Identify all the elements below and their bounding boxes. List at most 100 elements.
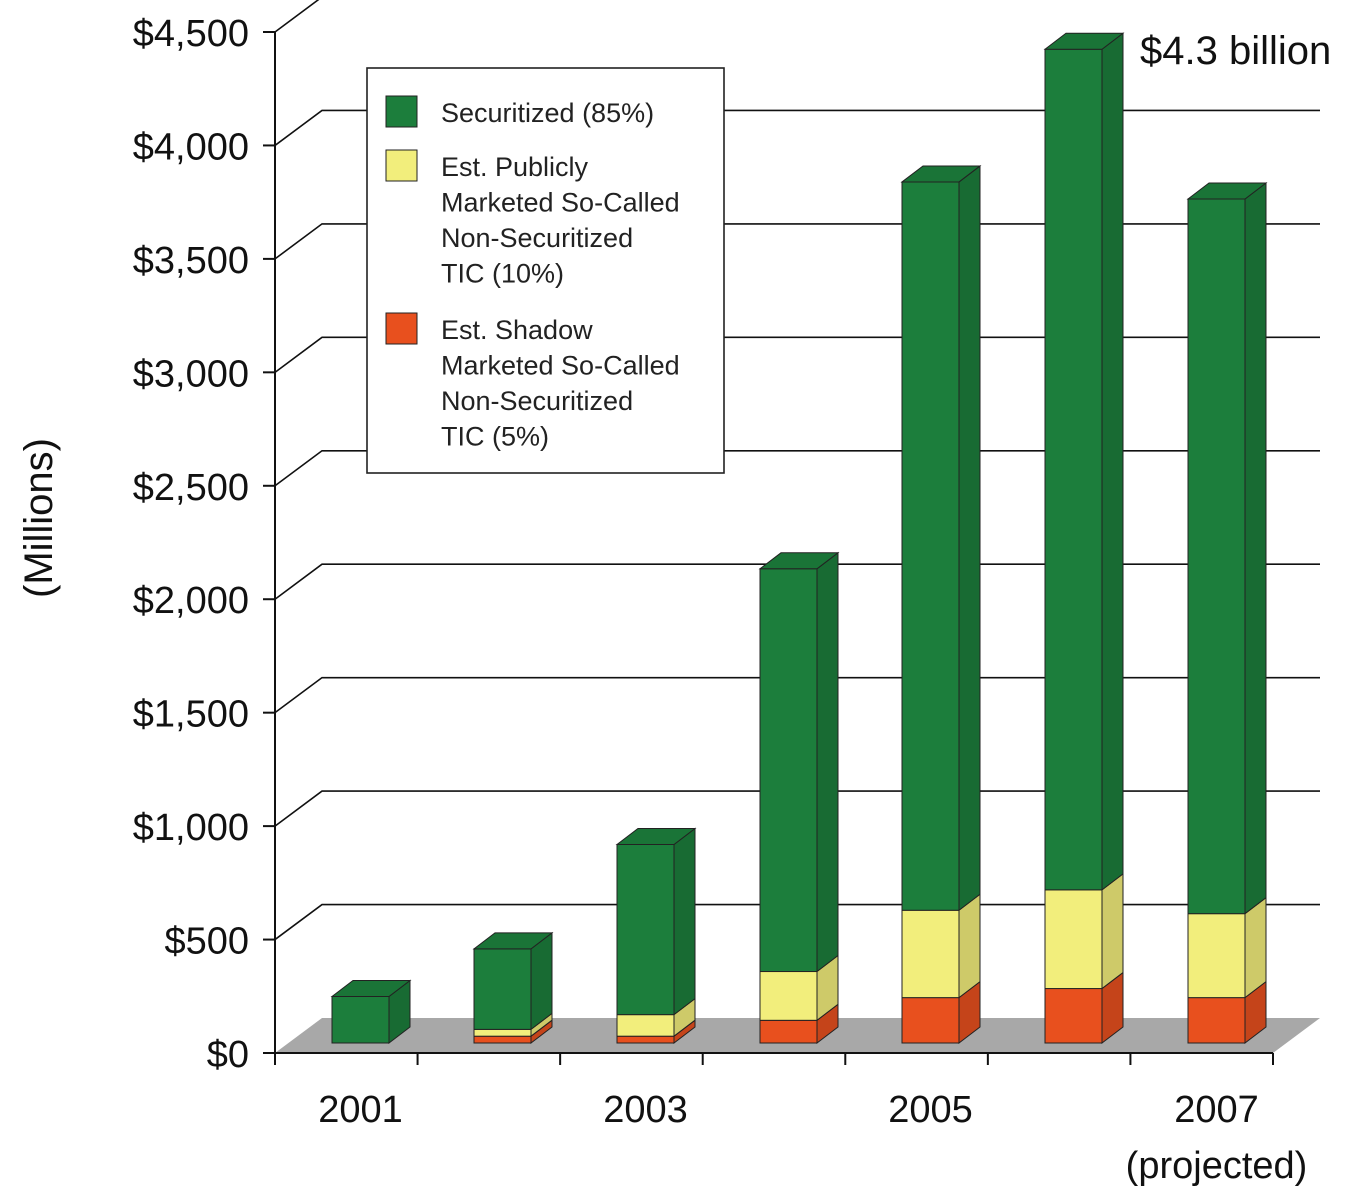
y-tick-label: $4,000 <box>133 126 249 168</box>
bar-side <box>673 827 696 1016</box>
bar-face <box>759 1019 818 1044</box>
bar-2007 <box>1186 181 1268 1045</box>
legend-swatch <box>385 312 418 345</box>
bar-segment <box>901 893 981 999</box>
bar-segment <box>1187 896 1267 999</box>
y-tick-label: $3,500 <box>133 240 249 282</box>
bar-top <box>615 827 697 845</box>
legend-label: Non-Securitized <box>441 223 633 253</box>
bar-segment <box>759 551 839 973</box>
gridline <box>274 223 1320 260</box>
legend-box <box>366 67 725 474</box>
bar-face <box>901 909 960 999</box>
legend-label: Est. Publicly <box>441 152 589 182</box>
legend-entry: Securitized (85%) <box>385 95 654 128</box>
bar-2005 <box>900 164 982 1045</box>
bar-face <box>473 948 532 1030</box>
gridlines <box>274 0 1320 941</box>
bar-2004 <box>758 551 840 1045</box>
bar-face <box>901 181 960 911</box>
gridline <box>274 563 1320 600</box>
gridline <box>274 903 1320 941</box>
bar-segment <box>1044 872 1124 990</box>
legend-label: Marketed So-Called <box>441 351 680 381</box>
y-tick-label: $1,500 <box>133 694 249 736</box>
y-tick-label: $3,000 <box>133 353 249 395</box>
legend-label: Securitized (85%) <box>441 98 654 128</box>
bar-side <box>958 893 981 999</box>
x-tick-label: 2001 <box>318 1089 403 1131</box>
bar-segment <box>901 164 981 912</box>
bar-side <box>958 164 981 912</box>
bar-2002 <box>472 931 554 1045</box>
legend-label: TIC (10%) <box>441 259 564 289</box>
x-tick-label: 2007 <box>1174 1089 1259 1131</box>
bar-face <box>1187 997 1246 1044</box>
bar-segment <box>473 931 553 1031</box>
bar-side <box>1101 872 1124 990</box>
bar-face <box>1044 48 1103 891</box>
bar-top <box>330 979 412 997</box>
bar-2001 <box>330 979 412 1045</box>
bar-side <box>816 551 839 973</box>
y-tick-label: $500 <box>164 921 249 963</box>
bar-face <box>473 1028 532 1037</box>
y-tick-label: $2,500 <box>133 467 249 509</box>
y-tick-label: $4,500 <box>133 13 249 55</box>
x-tick-sublabel: (projected) <box>1126 1145 1308 1187</box>
gridline <box>274 0 320 33</box>
gridline <box>274 109 1320 147</box>
x-tick-label: 2005 <box>888 1089 973 1131</box>
bar-side <box>1101 32 1124 891</box>
bar-side <box>1244 896 1267 999</box>
gridline <box>274 336 1320 373</box>
axes <box>274 32 1273 1054</box>
y-tick-label: $2,000 <box>133 580 249 622</box>
bar-top <box>1043 32 1125 50</box>
legend-label: Marketed So-Called <box>441 188 680 218</box>
bar-2003 <box>615 827 697 1045</box>
bar-segment <box>759 954 839 1022</box>
annotation-total: $4.3 billion <box>1140 29 1331 73</box>
bar-top <box>472 932 554 950</box>
bar-side <box>1244 181 1267 915</box>
bar-side <box>530 931 553 1031</box>
bar-face <box>331 995 390 1044</box>
bar-segment <box>616 827 696 1016</box>
bar-face <box>616 1035 675 1044</box>
bar-top <box>900 165 982 183</box>
bar-top <box>758 552 840 570</box>
bar-segment <box>616 997 696 1038</box>
gridline <box>274 790 1320 827</box>
y-tick-label: $0 <box>207 1034 249 1076</box>
legend-swatch <box>385 149 418 182</box>
bar-face <box>473 1035 532 1044</box>
bar-face <box>616 1014 675 1037</box>
bar-face <box>1187 198 1246 915</box>
bar-segment <box>1044 32 1124 891</box>
bar-face <box>1187 913 1246 999</box>
bar-face <box>616 843 675 1016</box>
y-tick-label: $1,000 <box>133 807 249 849</box>
legend-entry: Est. Shadow Marketed So-Called Non-Securit… <box>385 312 680 452</box>
legend-label: TIC (5%) <box>441 422 549 452</box>
legend: Securitized (85%) Est. Publicly Marketed S… <box>366 67 725 474</box>
bar-face <box>759 568 818 973</box>
legend-label: Est. Shadow <box>441 315 593 345</box>
y-axis-label: (Millions) <box>17 438 61 598</box>
bar-segment <box>759 1003 839 1045</box>
legend-entry: Est. Publicly Marketed So-Called Non-Secur… <box>385 149 680 289</box>
bar-face <box>759 971 818 1021</box>
bar-face <box>1044 988 1103 1044</box>
bar-segment <box>1187 181 1267 915</box>
bar-face <box>901 997 960 1044</box>
legend-swatch <box>385 95 418 128</box>
x-tick-label: 2003 <box>603 1089 688 1131</box>
bars <box>330 32 1268 1045</box>
gridline <box>274 449 1320 487</box>
legend-label: Non-Securitized <box>441 386 633 416</box>
bar-face <box>1044 889 1103 990</box>
bar-segment <box>331 979 411 1045</box>
bar-top <box>1186 182 1268 200</box>
